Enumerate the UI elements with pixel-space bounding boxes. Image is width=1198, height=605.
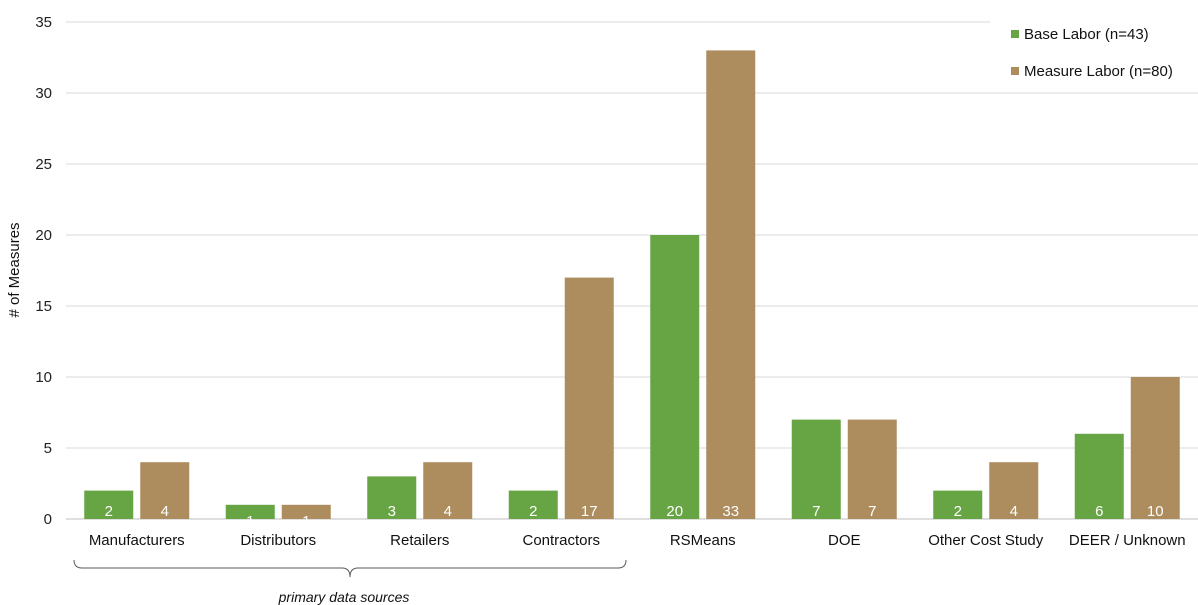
y-tick-label: 30 bbox=[35, 85, 52, 102]
category-labels: Manufacturers Distributors Retailers Contra… bbox=[89, 532, 1186, 549]
brace bbox=[73, 559, 627, 578]
bar bbox=[847, 419, 897, 519]
bar bbox=[281, 504, 331, 519]
data-label: 1 bbox=[246, 513, 254, 530]
gridlines bbox=[66, 21, 1198, 520]
bar bbox=[367, 476, 417, 519]
data-label: 6 bbox=[1095, 503, 1103, 520]
category-label: DOE bbox=[828, 532, 861, 549]
bar bbox=[84, 490, 134, 519]
data-label: 2 bbox=[105, 503, 113, 520]
data-label: 4 bbox=[161, 503, 169, 520]
category-label: Other Cost Study bbox=[928, 532, 1044, 549]
legend-label: Base Labor (n=43) bbox=[1024, 26, 1149, 43]
category-label: Distributors bbox=[240, 532, 316, 549]
category-label: Retailers bbox=[390, 532, 449, 549]
data-label: 7 bbox=[812, 503, 820, 520]
data-label: 4 bbox=[444, 503, 452, 520]
y-tick-label: 35 bbox=[35, 14, 52, 31]
y-tick-labels: 0 5 10 15 20 25 30 35 bbox=[35, 14, 52, 528]
bar bbox=[140, 462, 190, 519]
bar bbox=[225, 504, 275, 519]
legend: Base Labor (n=43) Measure Labor (n=80) bbox=[1011, 26, 1173, 80]
data-label: 10 bbox=[1147, 503, 1164, 520]
y-tick-label: 20 bbox=[35, 227, 52, 244]
y-axis-label: # of Measures bbox=[6, 222, 23, 317]
y-tick-label: 0 bbox=[44, 511, 52, 528]
y-tick-label: 25 bbox=[35, 156, 52, 173]
bar bbox=[791, 419, 841, 519]
category-label: RSMeans bbox=[670, 532, 736, 549]
category-label: DEER / Unknown bbox=[1069, 532, 1186, 549]
bars: 2 4 1 1 3 4 2 17 20 33 7 7 2 4 6 10 bbox=[84, 50, 1180, 530]
bar bbox=[650, 235, 700, 519]
bar bbox=[706, 50, 756, 520]
category-label: Manufacturers bbox=[89, 532, 185, 549]
bar bbox=[989, 462, 1039, 519]
data-label: 7 bbox=[868, 503, 876, 520]
bar bbox=[508, 490, 558, 519]
legend-swatch bbox=[1011, 67, 1019, 75]
y-tick-label: 10 bbox=[35, 369, 52, 386]
data-label: 17 bbox=[581, 503, 598, 520]
data-label: 2 bbox=[529, 503, 537, 520]
data-label: 33 bbox=[722, 503, 739, 520]
bar bbox=[423, 462, 473, 519]
data-label: 2 bbox=[954, 503, 962, 520]
category-label: Contractors bbox=[522, 532, 600, 549]
data-label: 3 bbox=[388, 503, 396, 520]
annotation-label: primary data sources bbox=[278, 589, 410, 605]
data-label: 20 bbox=[666, 503, 683, 520]
bar bbox=[933, 490, 983, 519]
y-tick-label: 5 bbox=[44, 440, 52, 457]
bar bbox=[1074, 433, 1124, 519]
bar bbox=[564, 277, 614, 519]
bar bbox=[1130, 377, 1180, 519]
data-label: 4 bbox=[1010, 503, 1018, 520]
primary-data-sources-annotation: primary data sources bbox=[73, 559, 627, 605]
legend-swatch bbox=[1011, 30, 1019, 38]
legend-label: Measure Labor (n=80) bbox=[1024, 63, 1173, 80]
data-label: 1 bbox=[302, 513, 310, 530]
y-tick-label: 15 bbox=[35, 298, 52, 315]
